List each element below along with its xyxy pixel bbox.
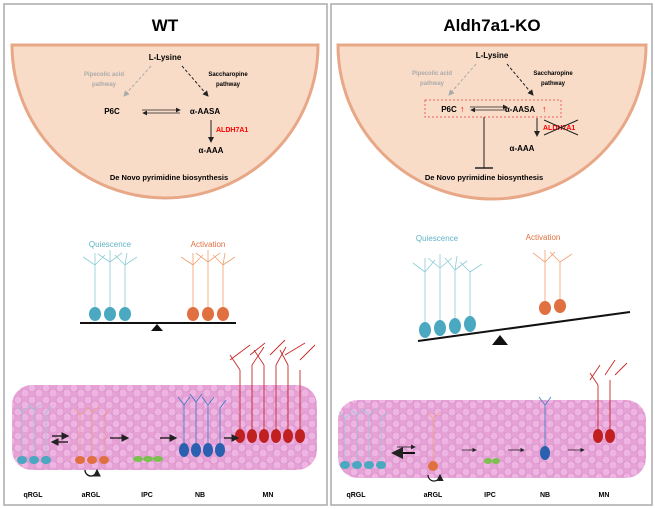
balance-beam [417, 311, 631, 342]
self-renewal-icon [427, 473, 444, 482]
p6c-label: P6C [104, 107, 120, 116]
up-arrow-icon: ↑ [460, 104, 465, 114]
aldh7a1-label: ALDH7A1 [216, 127, 248, 134]
aasa-label: α-AASA [190, 107, 220, 116]
pipecolic-label: Pipecolic acid [412, 71, 452, 77]
wt-balance: Quiescence Activation [80, 240, 236, 331]
tissue-band [338, 400, 646, 478]
stage-label-nb: NB [195, 492, 205, 499]
cell-semicircle [10, 43, 320, 200]
stage-label-argl: aRGL [82, 492, 101, 499]
stage-label-nb: NB [540, 492, 550, 499]
pyrimidine-label: De Novo pyrimidine biosynthesis [425, 173, 543, 182]
elevated-metabolites-box [424, 99, 562, 118]
saccharopine-label-2: pathway [541, 81, 566, 87]
panel-title: WT [152, 16, 179, 35]
saccharopine-label: Saccharopine [208, 72, 248, 78]
cell-semicircle [336, 43, 648, 201]
activation-label: Activation [526, 233, 561, 242]
saccharopine-label: Saccharopine [533, 71, 573, 77]
tissue-band [12, 385, 317, 470]
activated-cells [532, 250, 573, 315]
stage-label-ipc: IPC [141, 492, 153, 499]
stage-label-ipc: IPC [484, 492, 496, 499]
wt-lineage: qRGL aRGL IPC NB MN [12, 339, 317, 499]
stage-label-argl: aRGL [424, 492, 443, 499]
pipecolic-label-2: pathway [420, 81, 445, 87]
quiescent-cells [412, 254, 483, 338]
ko-balance: Quiescence Activation [412, 233, 631, 345]
activation-label: Activation [191, 240, 226, 249]
aaa-label: α-AAA [199, 146, 224, 155]
aaa-label: α-AAA [510, 144, 535, 153]
panel-title: Aldh7a1-KO [443, 16, 540, 35]
self-renewal-icon [84, 468, 101, 477]
stage-label-qrgl: qRGL [23, 492, 43, 499]
quiescence-label: Quiescence [416, 234, 459, 243]
saccharopine-label-2: pathway [216, 82, 241, 88]
pipecolic-label: Pipecolic acid [84, 72, 124, 78]
inhibition-icon [475, 117, 493, 169]
quiescent-cells [82, 250, 138, 321]
ko-metabolism: Aldh7a1-KO L-Lysine Pipecolic acid pathw… [336, 16, 648, 201]
cross-icon [543, 119, 579, 136]
stage-label-mn: MN [263, 492, 274, 499]
wt-metabolism: WT L-Lysine Pipecolic acid pathway Sacch… [10, 16, 320, 200]
p6c-label: P6C [441, 105, 457, 114]
activated-cells [180, 250, 236, 321]
lysine-label: L-Lysine [476, 51, 509, 60]
pipecolic-label-2: pathway [92, 82, 117, 88]
aasa-label: α-AASA [505, 105, 535, 114]
ko-lineage: qRGL aRGL IPC NB MN [338, 359, 646, 499]
lysine-label: L-Lysine [149, 53, 182, 62]
stage-label-mn: MN [599, 492, 610, 499]
fulcrum-icon [151, 324, 163, 331]
fulcrum-icon [492, 335, 508, 345]
stage-label-qrgl: qRGL [346, 492, 366, 499]
pyrimidine-label: De Novo pyrimidine biosynthesis [110, 173, 228, 182]
quiescence-label: Quiescence [89, 240, 132, 249]
up-arrow-icon: ↑ [542, 104, 547, 114]
